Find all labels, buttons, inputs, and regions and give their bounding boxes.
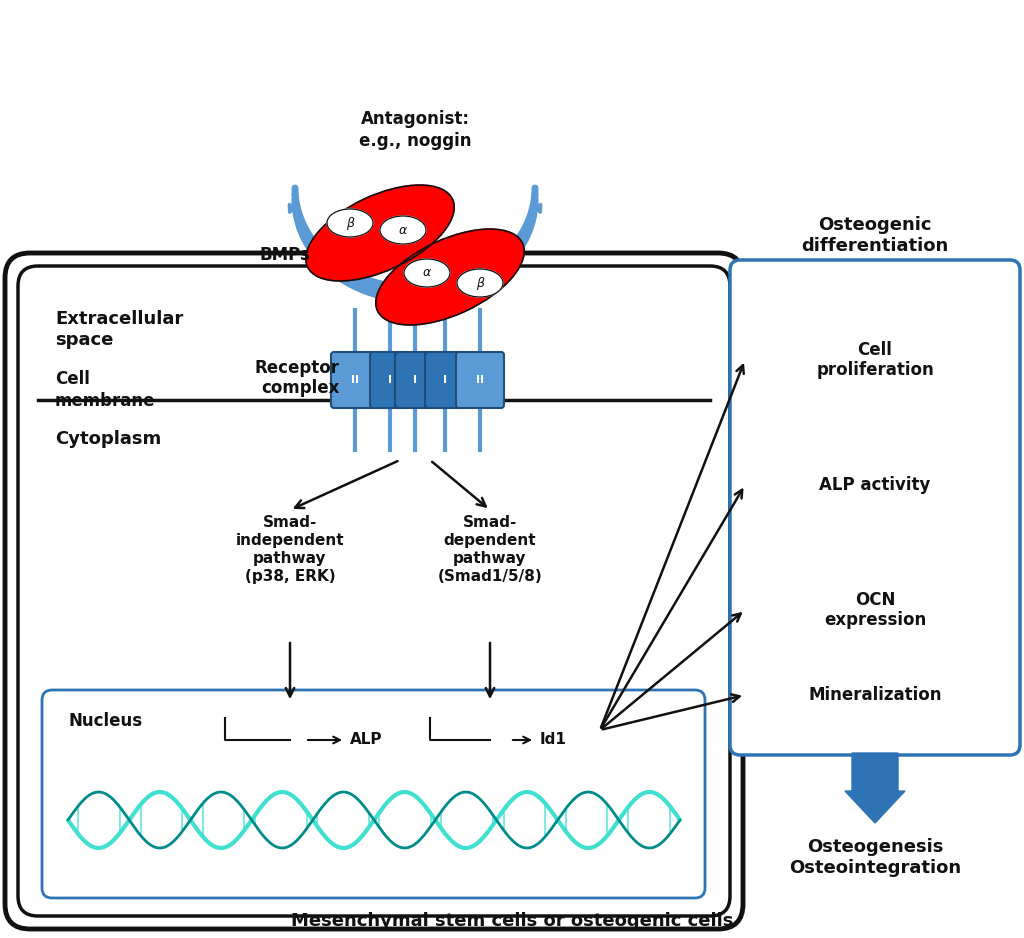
Text: OCN
expression: OCN expression — [824, 591, 926, 629]
Text: I: I — [413, 375, 417, 385]
FancyBboxPatch shape — [42, 690, 705, 898]
Ellipse shape — [306, 185, 455, 281]
Text: Cell
membrane: Cell membrane — [55, 370, 156, 410]
Text: Antagonist:
e.g., noggin: Antagonist: e.g., noggin — [358, 110, 471, 150]
Text: Cell
proliferation: Cell proliferation — [816, 340, 934, 379]
Text: Smad-
dependent
pathway
(Smad1/5/8): Smad- dependent pathway (Smad1/5/8) — [437, 515, 543, 584]
Text: I: I — [443, 375, 447, 385]
FancyBboxPatch shape — [456, 352, 504, 408]
Text: Mineralization: Mineralization — [808, 686, 942, 704]
Text: BMPs: BMPs — [259, 246, 310, 264]
Ellipse shape — [380, 216, 426, 244]
Text: Receptor
complex: Receptor complex — [255, 358, 340, 398]
Ellipse shape — [376, 229, 524, 325]
FancyBboxPatch shape — [331, 352, 379, 408]
Text: Smad-
independent
pathway
(p38, ERK): Smad- independent pathway (p38, ERK) — [236, 515, 344, 584]
FancyBboxPatch shape — [370, 352, 410, 408]
Text: Cytoplasm: Cytoplasm — [55, 430, 161, 448]
Text: α: α — [423, 266, 431, 280]
Text: II: II — [351, 375, 359, 385]
Ellipse shape — [457, 269, 503, 297]
Text: Osteogenesis
Osteointegration: Osteogenesis Osteointegration — [788, 838, 962, 877]
FancyArrow shape — [845, 753, 905, 823]
Text: ALP: ALP — [350, 733, 383, 748]
FancyBboxPatch shape — [395, 352, 435, 408]
Text: Mesenchymal stem cells or osteogenic cells: Mesenchymal stem cells or osteogenic cel… — [291, 912, 733, 930]
Text: II: II — [476, 375, 484, 385]
FancyBboxPatch shape — [730, 260, 1020, 755]
Text: Id1: Id1 — [540, 733, 567, 748]
Text: Extracellular
space: Extracellular space — [55, 310, 183, 349]
Text: ALP activity: ALP activity — [819, 476, 931, 494]
Text: α: α — [399, 223, 408, 236]
Text: β: β — [476, 277, 484, 290]
Text: Osteogenic
differentiation: Osteogenic differentiation — [802, 216, 948, 255]
Text: β: β — [346, 217, 354, 230]
FancyBboxPatch shape — [18, 266, 730, 916]
Ellipse shape — [404, 259, 450, 287]
FancyBboxPatch shape — [425, 352, 465, 408]
Text: I: I — [388, 375, 392, 385]
Text: Nucleus: Nucleus — [68, 712, 142, 730]
Ellipse shape — [327, 209, 373, 237]
